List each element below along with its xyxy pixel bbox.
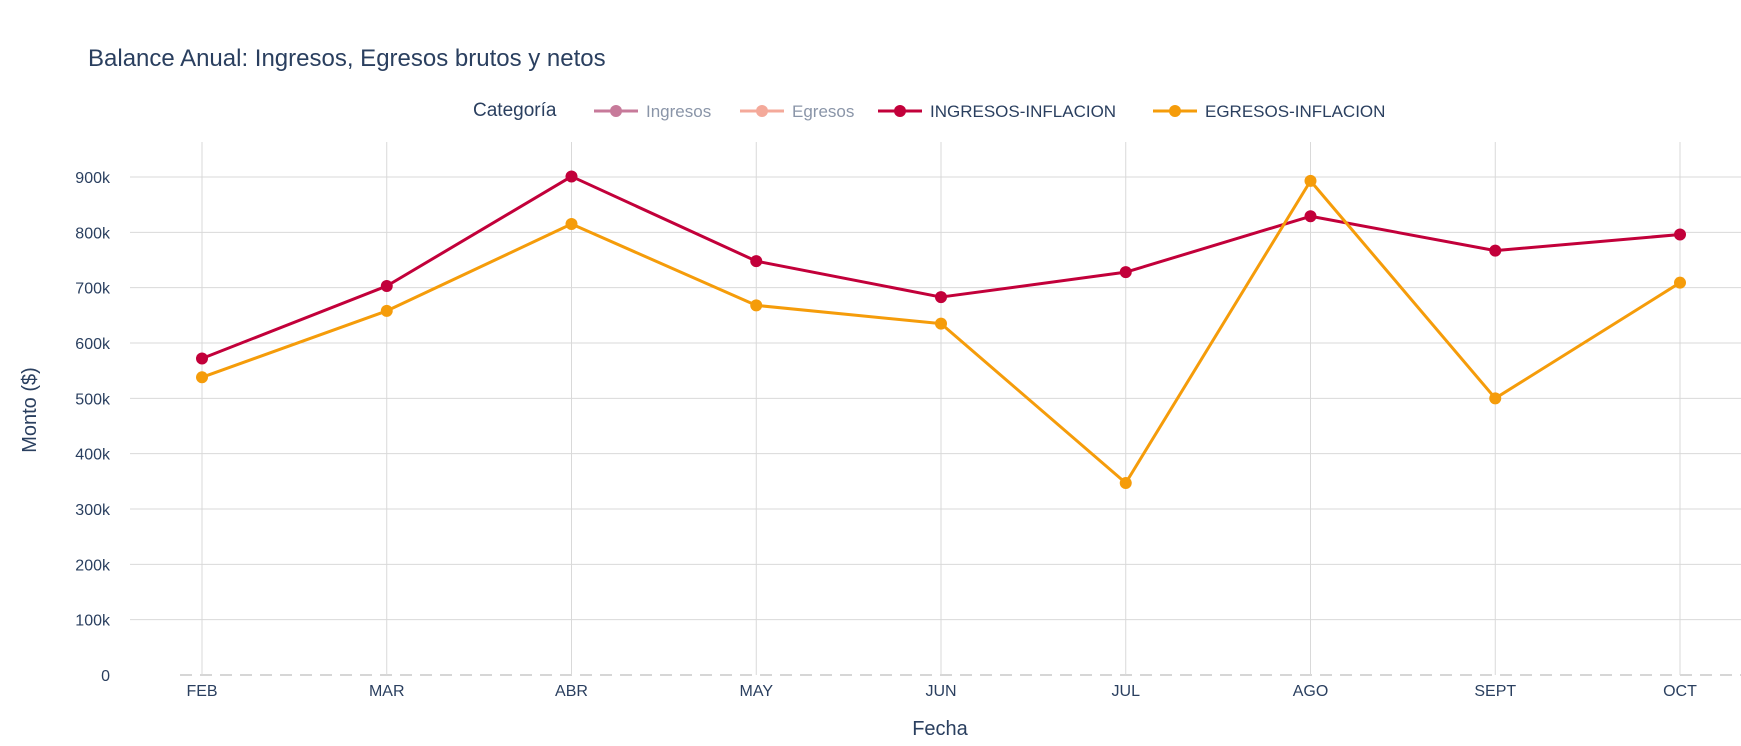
data-point[interactable] <box>196 371 208 384</box>
y-tick-label: 900k <box>75 170 111 187</box>
legend-marker-icon <box>610 105 622 117</box>
data-point[interactable] <box>380 304 393 317</box>
legend-label: Ingresos <box>646 102 711 121</box>
legend-label: EGRESOS-INFLACION <box>1205 102 1385 121</box>
y-tick-label: 0 <box>101 668 110 685</box>
x-tick-label: ABR <box>555 683 588 700</box>
legend[interactable]: Categoría Ingresos Egresos INGRESOS-INFLACI… <box>473 100 1385 121</box>
x-tick-label: FEB <box>186 683 217 700</box>
data-point[interactable] <box>1304 174 1317 187</box>
data-point[interactable] <box>935 291 947 304</box>
data-point[interactable] <box>750 299 763 312</box>
x-tick-label: AGO <box>1293 683 1329 700</box>
legend-label: Egresos <box>792 102 854 121</box>
x-tick-label: MAY <box>740 683 774 700</box>
data-point[interactable] <box>1119 476 1132 489</box>
data-point[interactable] <box>565 218 578 231</box>
legend-item-ingresos[interactable]: Ingresos <box>594 102 711 121</box>
y-tick-label: 700k <box>75 281 111 298</box>
x-tick-label: OCT <box>1663 683 1697 700</box>
legend-item-egresos-inflacion[interactable]: EGRESOS-INFLACION <box>1153 102 1385 121</box>
data-point[interactable] <box>1674 276 1686 289</box>
data-point[interactable] <box>1489 392 1502 405</box>
data-point[interactable] <box>565 170 578 183</box>
y-tick-label: 500k <box>75 391 111 408</box>
data-point[interactable] <box>935 317 947 330</box>
data-point[interactable] <box>1304 210 1317 223</box>
y-tick-label: 200k <box>75 557 111 574</box>
legend-marker-icon <box>756 105 768 117</box>
chart-title: Balance Anual: Ingresos, Egresos brutos … <box>88 45 606 72</box>
legend-title: Categoría <box>473 100 557 121</box>
y-tick-label: 400k <box>75 447 111 464</box>
series-ingresos-inflacion <box>196 170 1686 365</box>
x-axis: FEB MAR ABR MAY JUN JUL AGO SEPT OCT <box>186 683 1697 700</box>
x-axis-title: Fecha <box>912 718 968 740</box>
y-axis-title: Monto ($) <box>19 367 41 453</box>
data-point[interactable] <box>750 255 763 268</box>
series-egresos-inflacion <box>196 174 1686 489</box>
legend-item-ingresos-inflacion[interactable]: INGRESOS-INFLACION <box>878 102 1116 121</box>
legend-marker-icon <box>894 105 906 117</box>
data-point[interactable] <box>196 352 208 365</box>
data-point[interactable] <box>1489 244 1502 257</box>
y-tick-label: 600k <box>75 336 111 353</box>
y-tick-label: 800k <box>75 225 111 242</box>
data-point[interactable] <box>1674 228 1686 241</box>
legend-label: INGRESOS-INFLACION <box>930 102 1116 121</box>
legend-marker-icon <box>1169 105 1181 117</box>
x-tick-label: MAR <box>369 683 405 700</box>
series-layer <box>196 170 1686 489</box>
y-tick-label: 100k <box>75 613 111 630</box>
legend-item-egresos[interactable]: Egresos <box>740 102 854 121</box>
data-point[interactable] <box>1119 266 1132 279</box>
y-tick-label: 300k <box>75 502 111 519</box>
grid <box>130 142 1741 676</box>
x-tick-label: SEPT <box>1474 683 1516 700</box>
x-tick-label: JUN <box>925 683 956 700</box>
y-axis: 0 100k 200k 300k 400k 500k 600k 700k 800k 900k <box>75 170 111 685</box>
x-tick-label: JUL <box>1112 683 1141 700</box>
data-point[interactable] <box>380 280 393 293</box>
